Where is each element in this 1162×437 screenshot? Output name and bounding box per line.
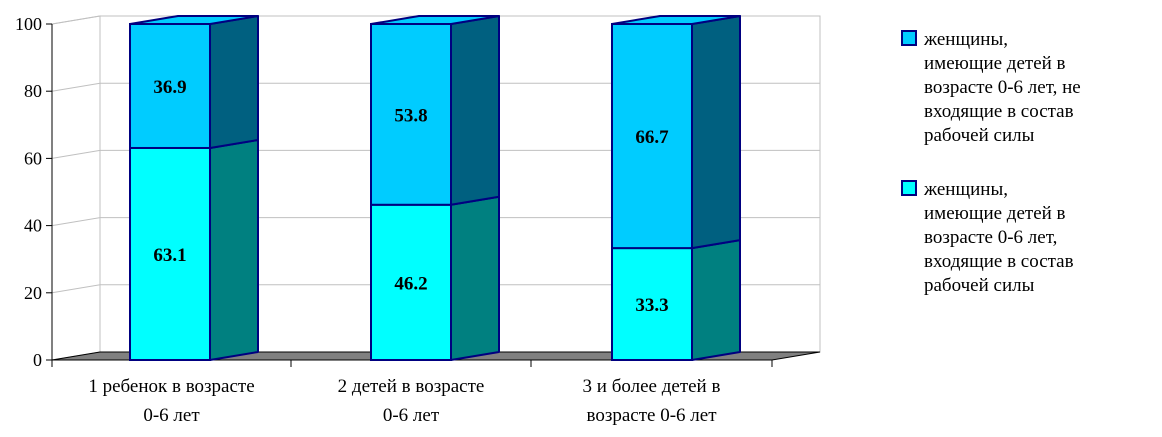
y-tick-label: 100 bbox=[15, 14, 42, 34]
legend-item-1: женщины, имеющие детей в возрасте 0-6 лет,… bbox=[901, 29, 1081, 146]
data-label: 46.2 bbox=[394, 273, 427, 294]
category-label: 3 и более детей в bbox=[583, 376, 721, 397]
legend-swatch bbox=[901, 180, 917, 196]
bar-side bbox=[450, 195, 500, 361]
gridline bbox=[51, 217, 820, 227]
bar-segment-2-0 bbox=[611, 239, 741, 361]
gridlines bbox=[51, 15, 820, 294]
category-label: 0-6 лет bbox=[383, 405, 440, 426]
data-label: 53.8 bbox=[394, 105, 427, 126]
legend-item-0: женщины, имеющие детей в возрасте 0-6 лет,… bbox=[901, 179, 1074, 296]
legend-label: женщины, bbox=[923, 179, 1008, 200]
bar-front bbox=[611, 23, 693, 250]
data-label: 33.3 bbox=[635, 295, 668, 316]
legend-label: рабочей силы bbox=[924, 125, 1035, 146]
data-label: 63.1 bbox=[153, 245, 186, 266]
bar-segment-1-0 bbox=[370, 195, 500, 361]
bar-side bbox=[691, 239, 741, 361]
gridline bbox=[51, 82, 820, 92]
bar-front bbox=[611, 247, 693, 361]
legend-label: входящие в состав bbox=[924, 101, 1074, 122]
bar-side bbox=[209, 138, 259, 361]
gridline bbox=[51, 15, 820, 25]
y-tick-label: 80 bbox=[24, 81, 42, 101]
bar-side bbox=[691, 15, 741, 250]
legend-label: имеющие детей в bbox=[924, 53, 1066, 74]
category-label: 2 детей в возрасте bbox=[338, 376, 485, 397]
legend-label: имеющие детей в bbox=[924, 203, 1066, 224]
category-labels: 1 ребенок в возрасте 0-6 лет 2 детей в воз… bbox=[88, 376, 720, 426]
legend-label: входящие в состав bbox=[924, 251, 1074, 272]
data-label: 66.7 bbox=[635, 127, 669, 148]
gridline bbox=[51, 149, 820, 159]
legend-swatch bbox=[901, 30, 917, 46]
legend-label: рабочей силы bbox=[924, 275, 1035, 296]
legend: женщины, имеющие детей в возрасте 0-6 лет,… bbox=[901, 29, 1081, 296]
bar-front bbox=[370, 203, 452, 361]
category-label: 1 ребенок в возрасте bbox=[88, 376, 254, 397]
legend-label: женщины, bbox=[923, 29, 1008, 50]
bar-front bbox=[129, 23, 211, 149]
bar-front bbox=[370, 23, 452, 206]
bar-side bbox=[450, 15, 500, 206]
y-tick-label: 0 bbox=[33, 350, 42, 370]
bar-front bbox=[129, 146, 211, 361]
category-label: 0-6 лет bbox=[143, 405, 200, 426]
data-labels: 63.1 36.9 46.2 53.8 33.3 66.7 bbox=[153, 77, 669, 316]
gridline bbox=[51, 284, 820, 294]
y-tick-label: 60 bbox=[24, 148, 42, 168]
bar-segment-1-1 bbox=[370, 15, 500, 206]
category-label: возрасте 0-6 лет bbox=[587, 405, 718, 426]
legend-label: возрасте 0-6 лет, не bbox=[924, 77, 1081, 98]
y-tick-label: 40 bbox=[24, 216, 42, 236]
bar-segment-0-1 bbox=[129, 15, 259, 149]
left-wall bbox=[51, 15, 101, 361]
bar-side bbox=[209, 15, 259, 149]
y-tick-labels: 0 20 40 60 80 100 bbox=[15, 14, 42, 370]
data-label: 36.9 bbox=[153, 77, 186, 98]
bar-segment-0-0 bbox=[129, 138, 259, 361]
bars bbox=[129, 15, 741, 361]
legend-label: возрасте 0-6 лет, bbox=[924, 227, 1057, 248]
y-tick-label: 20 bbox=[24, 283, 42, 303]
bar-segment-2-1 bbox=[611, 15, 741, 250]
